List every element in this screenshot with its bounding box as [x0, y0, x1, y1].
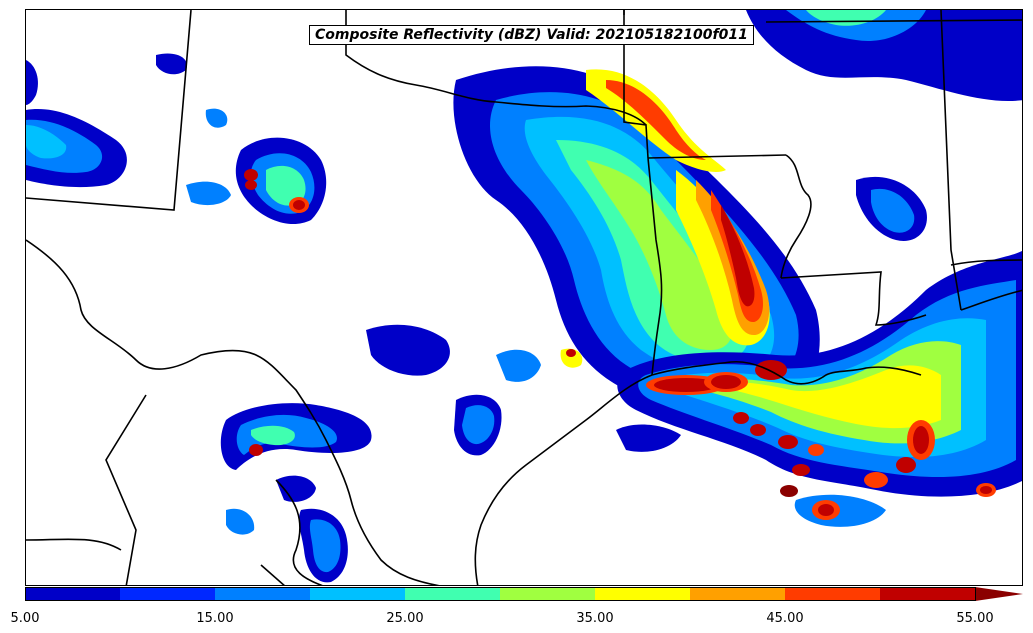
colorbar: [25, 587, 1023, 601]
colorbar-segment: [690, 587, 786, 601]
colorbar-segment: [120, 587, 216, 601]
colorbar-tick-label: 25.00: [386, 611, 424, 626]
colorbar-tick-label: 5.00: [10, 611, 40, 626]
map-canvas: [26, 10, 1022, 585]
colorbar-tick-label: 45.00: [766, 611, 804, 626]
colorbar-segments: [25, 587, 976, 601]
colorbar-segment: [880, 587, 976, 601]
colorbar-segment: [595, 587, 691, 601]
colorbar-segment: [25, 587, 121, 601]
colorbar-segment: [215, 587, 311, 601]
colorbar-segment: [785, 587, 881, 601]
colorbar-frame: [25, 587, 976, 601]
radar-echoes: [26, 10, 1022, 583]
map-title: Composite Reflectivity (dBZ) Valid: 2021…: [309, 25, 754, 45]
colorbar-extend-arrow: [975, 587, 1023, 601]
colorbar-tick-label: 55.00: [956, 611, 994, 626]
reflectivity-map: Composite Reflectivity (dBZ) Valid: 2021…: [25, 9, 1023, 586]
colorbar-tick-label: 35.00: [576, 611, 614, 626]
colorbar-segment: [405, 587, 501, 601]
colorbar-segment: [310, 587, 406, 601]
colorbar-tick-label: 15.00: [196, 611, 234, 626]
boundaries: [26, 10, 1022, 585]
colorbar-segment: [500, 587, 596, 601]
